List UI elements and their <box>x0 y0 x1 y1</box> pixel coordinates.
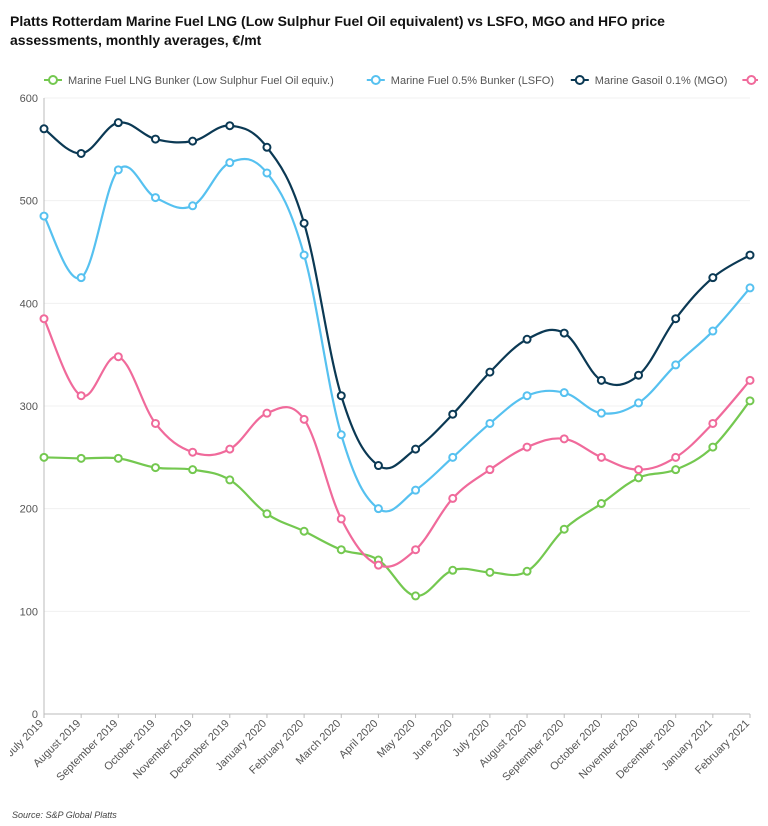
series-marker-mgo <box>226 122 233 129</box>
series-marker-lsfo <box>301 251 308 258</box>
series-marker-mgo <box>338 392 345 399</box>
y-tick-label: 600 <box>20 93 38 105</box>
legend-label-lng: Marine Fuel LNG Bunker (Low Sulphur Fuel… <box>68 75 334 87</box>
series-marker-mgo <box>486 368 493 375</box>
series-marker-lng <box>115 455 122 462</box>
series-marker-mgo <box>152 135 159 142</box>
series-marker-mgo <box>672 315 679 322</box>
series-marker-lsfo <box>375 505 382 512</box>
series-marker-lng <box>78 455 85 462</box>
series-marker-lsfo <box>747 284 754 291</box>
series-marker-mgo <box>301 220 308 227</box>
series-marker-mgo <box>747 251 754 258</box>
series-marker-hfo <box>709 420 716 427</box>
series-marker-mgo <box>598 377 605 384</box>
series-marker-lng <box>412 592 419 599</box>
series-marker-hfo <box>598 454 605 461</box>
series-marker-hfo <box>524 443 531 450</box>
series-marker-hfo <box>375 561 382 568</box>
y-tick-label: 200 <box>20 503 38 515</box>
series-marker-mgo <box>263 144 270 151</box>
series-marker-hfo <box>115 353 122 360</box>
series-marker-mgo <box>78 150 85 157</box>
series-marker-lsfo <box>524 392 531 399</box>
series-marker-lng <box>226 476 233 483</box>
series-marker-lsfo <box>598 409 605 416</box>
legend-marker-mgo <box>576 76 584 84</box>
legend-label-lsfo: Marine Fuel 0.5% Bunker (LSFO) <box>391 75 554 87</box>
series-marker-hfo <box>263 409 270 416</box>
series-marker-hfo <box>152 420 159 427</box>
series-marker-lsfo <box>263 169 270 176</box>
series-marker-mgo <box>412 445 419 452</box>
series-marker-lng <box>41 454 48 461</box>
series-marker-lsfo <box>635 399 642 406</box>
legend-label-mgo: Marine Gasoil 0.1% (MGO) <box>595 75 728 87</box>
series-marker-lng <box>301 528 308 535</box>
series-marker-lsfo <box>226 159 233 166</box>
series-marker-lsfo <box>672 361 679 368</box>
series-marker-lng <box>263 510 270 517</box>
series-marker-hfo <box>672 454 679 461</box>
series-marker-lng <box>189 466 196 473</box>
series-marker-hfo <box>338 515 345 522</box>
series-marker-lsfo <box>41 212 48 219</box>
series-marker-lng <box>486 569 493 576</box>
series-marker-lsfo <box>486 420 493 427</box>
series-marker-mgo <box>41 125 48 132</box>
series-marker-lsfo <box>338 431 345 438</box>
series-marker-hfo <box>412 546 419 553</box>
y-tick-label: 100 <box>20 606 38 618</box>
series-marker-mgo <box>115 119 122 126</box>
series-marker-mgo <box>709 274 716 281</box>
series-marker-lsfo <box>449 454 456 461</box>
series-marker-lng <box>561 525 568 532</box>
series-marker-mgo <box>635 371 642 378</box>
series-marker-lsfo <box>561 389 568 396</box>
series-marker-mgo <box>449 410 456 417</box>
series-marker-hfo <box>78 392 85 399</box>
series-marker-lsfo <box>189 202 196 209</box>
chart-container: Marine Fuel LNG Bunker (Low Sulphur Fuel… <box>10 64 758 804</box>
series-marker-hfo <box>747 377 754 384</box>
y-tick-label: 400 <box>20 298 38 310</box>
series-marker-hfo <box>449 495 456 502</box>
series-marker-lng <box>635 474 642 481</box>
series-marker-hfo <box>486 466 493 473</box>
series-marker-hfo <box>301 416 308 423</box>
chart-title: Platts Rotterdam Marine Fuel LNG (Low Su… <box>10 12 758 50</box>
series-marker-mgo <box>189 137 196 144</box>
legend-marker-lng <box>49 76 57 84</box>
series-marker-lng <box>152 464 159 471</box>
series-marker-lng <box>449 567 456 574</box>
series-marker-hfo <box>41 315 48 322</box>
series-marker-lng <box>338 546 345 553</box>
series-marker-mgo <box>524 336 531 343</box>
series-marker-hfo <box>226 445 233 452</box>
series-marker-lsfo <box>152 194 159 201</box>
series-marker-lsfo <box>115 166 122 173</box>
series-marker-lng <box>709 443 716 450</box>
series-marker-lng <box>598 500 605 507</box>
series-marker-hfo <box>189 448 196 455</box>
series-marker-lng <box>747 397 754 404</box>
series-marker-hfo <box>561 435 568 442</box>
line-chart: Marine Fuel LNG Bunker (Low Sulphur Fuel… <box>10 64 758 804</box>
series-marker-mgo <box>375 462 382 469</box>
series-marker-lsfo <box>412 486 419 493</box>
legend-marker-hfo <box>747 76 755 84</box>
source-attribution: Source: S&P Global Platts <box>12 810 117 820</box>
series-marker-lsfo <box>709 327 716 334</box>
series-marker-lng <box>672 466 679 473</box>
y-tick-label: 500 <box>20 195 38 207</box>
legend-marker-lsfo <box>372 76 380 84</box>
series-marker-lng <box>524 568 531 575</box>
y-tick-label: 300 <box>20 401 38 413</box>
series-marker-hfo <box>635 466 642 473</box>
series-marker-mgo <box>561 329 568 336</box>
series-marker-lsfo <box>78 274 85 281</box>
